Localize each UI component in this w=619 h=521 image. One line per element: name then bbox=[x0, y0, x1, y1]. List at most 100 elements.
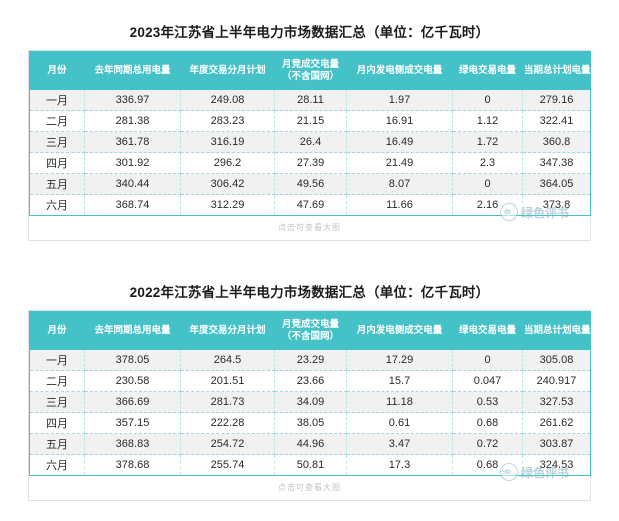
cell-period-total-plan: 373.8 bbox=[522, 194, 591, 216]
cell-last-year-total: 336.97 bbox=[84, 89, 181, 111]
column-header-annual-monthly-plan: 年度交易分月计划 bbox=[180, 311, 275, 350]
header-label: 当期总计划电量 bbox=[524, 324, 591, 336]
cell-green-power: 0 bbox=[452, 349, 523, 371]
cell-period-total-plan: 360.8 bbox=[522, 131, 591, 153]
cell-last-year-total: 357.15 bbox=[84, 412, 181, 434]
table-body-2022: 一月 378.05 264.5 23.29 17.29 0 305.08 二月 … bbox=[29, 349, 591, 476]
header-row: 月份 去年同期总用电量 年度交易分月计划 月竞成交电量 （不含国网） 月内发电侧成… bbox=[29, 311, 591, 350]
cell-intramonth-generation: 3.47 bbox=[346, 433, 453, 455]
cell-month: 四月 bbox=[29, 152, 85, 174]
table-row: 二月 230.58 201.51 23.66 15.7 0.047 240.91… bbox=[29, 370, 591, 392]
header-label: 绿电交易电量 bbox=[458, 324, 516, 336]
cell-green-power: 0.53 bbox=[452, 391, 523, 413]
cell-green-power: 2.3 bbox=[452, 152, 523, 174]
column-header-period-total-plan: 当期总计划电量 bbox=[522, 311, 591, 350]
cell-annual-monthly-plan: 281.73 bbox=[180, 391, 275, 413]
cell-monthly-bid: 26.4 bbox=[274, 131, 347, 153]
view-larger-hint-2023[interactable]: 点击可查看大图 bbox=[29, 216, 590, 240]
table-row: 五月 340.44 306.42 49.56 8.07 0 364.05 bbox=[29, 173, 591, 195]
column-header-intramonth-generation: 月内发电侧成交电量 bbox=[346, 51, 453, 90]
table-row: 五月 368.83 254.72 44.96 3.47 0.72 303.87 bbox=[29, 433, 591, 455]
cell-intramonth-generation: 11.18 bbox=[346, 391, 453, 413]
cell-intramonth-generation: 0.61 bbox=[346, 412, 453, 434]
cell-month: 二月 bbox=[29, 110, 85, 132]
cell-monthly-bid: 38.05 bbox=[274, 412, 347, 434]
cell-green-power: 0 bbox=[452, 89, 523, 111]
cell-month: 六月 bbox=[29, 454, 85, 476]
page-title-2022: 2022年江苏省上半年电力市场数据汇总（单位：亿千瓦时） bbox=[129, 285, 490, 300]
cell-annual-monthly-plan: 249.08 bbox=[180, 89, 275, 111]
cell-intramonth-generation: 11.66 bbox=[346, 194, 453, 216]
cell-last-year-total: 230.58 bbox=[84, 370, 181, 392]
data-table-2023: 月份 去年同期总用电量 年度交易分月计划 月竞成交电量 （不含国网） 月内发电侧成… bbox=[29, 51, 591, 216]
table-row: 六月 368.74 312.29 47.69 11.66 2.16 373.8 bbox=[29, 194, 591, 216]
cell-intramonth-generation: 17.29 bbox=[346, 349, 453, 371]
header-row: 月份 去年同期总用电量 年度交易分月计划 月竞成交电量 （不含国网） 月内发电侧成… bbox=[29, 51, 591, 90]
cell-green-power: 1.72 bbox=[452, 131, 523, 153]
cell-annual-monthly-plan: 296.2 bbox=[180, 152, 275, 174]
header-sublabel: （不含国网） bbox=[281, 330, 339, 342]
table-row: 一月 336.97 249.08 28.11 1.97 0 279.16 bbox=[29, 89, 591, 111]
cell-last-year-total: 366.69 bbox=[84, 391, 181, 413]
cell-annual-monthly-plan: 316.19 bbox=[180, 131, 275, 153]
header-label: 月内发电侧成交电量 bbox=[356, 64, 443, 76]
table-row: 四月 357.15 222.28 38.05 0.61 0.68 261.62 bbox=[29, 412, 591, 434]
header-sublabel: （不含国网） bbox=[281, 70, 339, 82]
cell-period-total-plan: 240.917 bbox=[522, 370, 591, 392]
column-header-month: 月份 bbox=[29, 311, 85, 350]
cell-last-year-total: 281.38 bbox=[84, 110, 181, 132]
table-container-2022[interactable]: 月份 去年同期总用电量 年度交易分月计划 月竞成交电量 （不含国网） 月内发电侧成… bbox=[28, 310, 591, 501]
table-row: 三月 366.69 281.73 34.09 11.18 0.53 327.53 bbox=[29, 391, 591, 413]
cell-intramonth-generation: 16.91 bbox=[346, 110, 453, 132]
column-header-monthly-bid: 月竞成交电量 （不含国网） bbox=[274, 311, 347, 350]
cell-last-year-total: 368.83 bbox=[84, 433, 181, 455]
cell-last-year-total: 361.78 bbox=[84, 131, 181, 153]
cell-annual-monthly-plan: 254.72 bbox=[180, 433, 275, 455]
cell-intramonth-generation: 17.3 bbox=[346, 454, 453, 476]
cell-monthly-bid: 50.81 bbox=[274, 454, 347, 476]
cell-intramonth-generation: 15.7 bbox=[346, 370, 453, 392]
cell-annual-monthly-plan: 283.23 bbox=[180, 110, 275, 132]
header-label: 去年同期总用电量 bbox=[94, 64, 171, 76]
cell-month: 五月 bbox=[29, 173, 85, 195]
column-header-green-power: 绿电交易电量 bbox=[452, 51, 523, 90]
header-label: 月份 bbox=[47, 64, 67, 76]
cell-period-total-plan: 261.62 bbox=[522, 412, 591, 434]
cell-annual-monthly-plan: 222.28 bbox=[180, 412, 275, 434]
cell-last-year-total: 368.74 bbox=[84, 194, 181, 216]
cell-monthly-bid: 49.56 bbox=[274, 173, 347, 195]
table-container-2023[interactable]: 月份 去年同期总用电量 年度交易分月计划 月竞成交电量 （不含国网） 月内发电侧成… bbox=[28, 50, 591, 241]
table-header-2022: 月份 去年同期总用电量 年度交易分月计划 月竞成交电量 （不含国网） 月内发电侧成… bbox=[29, 311, 591, 350]
cell-month: 一月 bbox=[29, 349, 85, 371]
cell-intramonth-generation: 8.07 bbox=[346, 173, 453, 195]
header-label: 月竞成交电量 bbox=[281, 58, 339, 70]
column-header-last-year-total: 去年同期总用电量 bbox=[84, 51, 181, 90]
cell-period-total-plan: 364.05 bbox=[522, 173, 591, 195]
table-block-2022: 2022年江苏省上半年电力市场数据汇总（单位：亿千瓦时） 月份 去年同期总用电量… bbox=[0, 260, 619, 501]
cell-period-total-plan: 327.53 bbox=[522, 391, 591, 413]
table-row: 六月 378.68 255.74 50.81 17.3 0.68 324.53 bbox=[29, 454, 591, 476]
cell-annual-monthly-plan: 201.51 bbox=[180, 370, 275, 392]
cell-annual-monthly-plan: 264.5 bbox=[180, 349, 275, 371]
cell-last-year-total: 378.05 bbox=[84, 349, 181, 371]
cell-last-year-total: 301.92 bbox=[84, 152, 181, 174]
column-header-last-year-total: 去年同期总用电量 bbox=[84, 311, 181, 350]
cell-monthly-bid: 27.39 bbox=[274, 152, 347, 174]
cell-monthly-bid: 44.96 bbox=[274, 433, 347, 455]
table-row: 三月 361.78 316.19 26.4 16.49 1.72 360.8 bbox=[29, 131, 591, 153]
cell-monthly-bid: 23.29 bbox=[274, 349, 347, 371]
header-label: 去年同期总用电量 bbox=[94, 324, 171, 336]
table-row: 四月 301.92 296.2 27.39 21.49 2.3 347.38 bbox=[29, 152, 591, 174]
cell-annual-monthly-plan: 255.74 bbox=[180, 454, 275, 476]
cell-green-power: 1.12 bbox=[452, 110, 523, 132]
cell-intramonth-generation: 21.49 bbox=[346, 152, 453, 174]
cell-annual-monthly-plan: 312.29 bbox=[180, 194, 275, 216]
cell-month: 五月 bbox=[29, 433, 85, 455]
data-table-2022: 月份 去年同期总用电量 年度交易分月计划 月竞成交电量 （不含国网） 月内发电侧成… bbox=[29, 311, 591, 476]
cell-monthly-bid: 23.66 bbox=[274, 370, 347, 392]
column-header-period-total-plan: 当期总计划电量 bbox=[522, 51, 591, 90]
column-header-month: 月份 bbox=[29, 51, 85, 90]
view-larger-hint-2022[interactable]: 点击可查看大图 bbox=[29, 476, 590, 500]
cell-period-total-plan: 279.16 bbox=[522, 89, 591, 111]
